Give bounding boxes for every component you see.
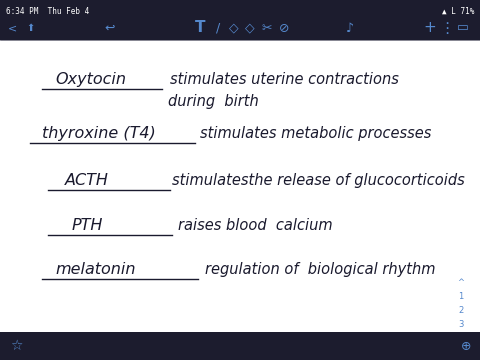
Text: 1: 1	[458, 292, 464, 301]
Text: ◇: ◇	[229, 22, 239, 35]
Text: ACTH: ACTH	[65, 173, 109, 188]
Text: +: +	[424, 21, 436, 36]
Text: ♪: ♪	[346, 22, 354, 35]
Text: ◇: ◇	[245, 22, 255, 35]
Text: stimulates uterine contractions: stimulates uterine contractions	[170, 72, 399, 87]
Text: /: /	[216, 22, 220, 35]
Text: raises blood  calcium: raises blood calcium	[178, 218, 333, 233]
Text: ⋮: ⋮	[439, 21, 455, 36]
Text: ▲ L 71%: ▲ L 71%	[442, 7, 474, 16]
Bar	[0, 0, 480, 40]
Text: 3: 3	[458, 320, 464, 329]
Text: ⊕: ⊕	[461, 339, 471, 352]
Text: Oxytocin: Oxytocin	[55, 72, 126, 87]
Text: thyroxine (T4): thyroxine (T4)	[42, 126, 156, 141]
Text: T: T	[195, 21, 205, 36]
Text: ⊘: ⊘	[279, 22, 289, 35]
Text: stimulates metabolic processes: stimulates metabolic processes	[200, 126, 432, 141]
Text: PTH: PTH	[72, 218, 103, 233]
Text: stimulatesthe release of glucocorticoids: stimulatesthe release of glucocorticoids	[172, 173, 465, 188]
Bar	[0, 332, 480, 360]
Text: ↩: ↩	[105, 22, 115, 35]
Text: ☆: ☆	[10, 339, 22, 353]
Text: <: <	[8, 23, 17, 33]
Text: 2: 2	[458, 306, 464, 315]
Text: regulation of  biological rhythm: regulation of biological rhythm	[205, 262, 435, 277]
Text: ⬆: ⬆	[26, 23, 34, 33]
Text: ^: ^	[457, 278, 465, 287]
Text: melatonin: melatonin	[55, 262, 135, 277]
Text: ✂: ✂	[262, 22, 272, 35]
Text: 6:34 PM  Thu Feb 4: 6:34 PM Thu Feb 4	[6, 7, 89, 16]
Text: ▭: ▭	[457, 22, 469, 35]
Text: during  birth: during birth	[168, 94, 259, 109]
